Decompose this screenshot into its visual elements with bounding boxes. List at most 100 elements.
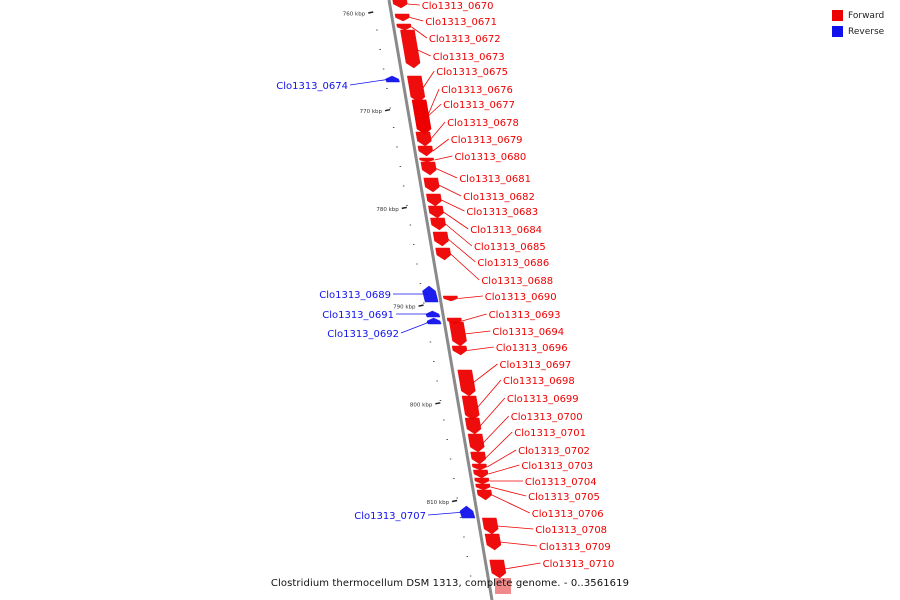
gene-glyph-clo1313-0708 <box>482 517 499 535</box>
gene-label[interactable]: Clo1313_0694 <box>492 327 564 338</box>
gene-label[interactable]: Clo1313_0676 <box>441 85 513 96</box>
gene-label[interactable]: Clo1313_0710 <box>543 559 615 570</box>
gene-label[interactable]: Clo1313_0693 <box>489 310 561 321</box>
gene-callout-line <box>485 431 513 459</box>
gene-callout-line <box>500 541 537 547</box>
gene-glyph-clo1313-0671 <box>394 13 410 22</box>
gene-callout-line <box>415 48 431 57</box>
gene-label[interactable]: Clo1313_0680 <box>454 152 526 163</box>
legend-item-forward: Forward <box>832 8 892 23</box>
gene-glyph-clo1313-0684 <box>428 205 444 219</box>
gene-label[interactable]: Clo1313_0700 <box>511 412 583 423</box>
gene-callout-line <box>450 253 480 281</box>
gene-callout-line <box>476 379 502 409</box>
legend: Forward Reverse <box>832 8 892 40</box>
gene-label[interactable]: Clo1313_0690 <box>485 292 557 303</box>
legend-label-forward: Forward <box>848 10 885 21</box>
gene-glyph-clo1313-0710 <box>489 559 507 579</box>
scale-tick-mark <box>435 402 441 405</box>
gene-label[interactable]: Clo1313_0699 <box>507 394 579 405</box>
gene-glyph-clo1313-0700 <box>467 433 485 453</box>
gene-glyph-clo1313-0701 <box>470 451 487 465</box>
gene-glyph-clo1313-0709 <box>484 533 502 551</box>
gene-callout-line <box>486 449 517 468</box>
gene-features <box>385 0 511 594</box>
gene-callout-line <box>426 103 442 118</box>
gene-label[interactable]: Clo1313_0677 <box>443 100 515 111</box>
gene-label[interactable]: Clo1313_0683 <box>466 207 538 218</box>
legend-label-reverse: Reverse <box>848 26 885 37</box>
scale-tick-label: 780 kbp <box>376 207 399 213</box>
gene-label[interactable]: Clo1313_0673 <box>433 52 505 63</box>
gene-label[interactable]: Clo1313_0697 <box>500 360 572 371</box>
gene-labels: Clo1313_0670 Clo1313_0671 Clo1313_0672 Clo1… <box>276 1 614 570</box>
gene-glyph-clo1313-0680 <box>419 157 435 163</box>
gene-label[interactable]: Clo1313_0686 <box>477 258 549 269</box>
gene-callout-line <box>430 121 446 140</box>
gene-glyph-clo1313-0678 <box>415 131 432 147</box>
gene-label[interactable]: Clo1313_0704 <box>525 477 597 488</box>
gene-label[interactable]: Clo1313_0688 <box>481 276 553 287</box>
gene-label[interactable]: Clo1313_0698 <box>503 376 575 387</box>
gene-label[interactable]: Clo1313_0671 <box>425 17 497 28</box>
gene-glyph-clo1313-0706 <box>476 489 493 501</box>
gene-glyph-clo1313-0675 <box>407 75 426 103</box>
gene-glyph-clo1313-0688 <box>435 247 452 261</box>
gene-label[interactable]: Clo1313_0706 <box>532 509 604 520</box>
gene-glyph-clo1313-0683 <box>426 193 442 207</box>
gene-label[interactable]: Clo1313_0691 <box>322 310 394 321</box>
gene-glyph-clo1313-0670 <box>392 0 408 9</box>
gene-label[interactable]: Clo1313_0678 <box>447 118 519 129</box>
gene-glyph-clo1313-0697 <box>457 369 476 397</box>
scale-tick-mark <box>401 206 407 210</box>
gene-callout-line <box>432 138 450 152</box>
gene-callout-line <box>467 346 494 351</box>
gene-label[interactable]: Clo1313_0707 <box>354 511 426 522</box>
gene-label[interactable]: Clo1313_0674 <box>276 81 348 92</box>
gene-glyph-clo1313-0691 <box>425 310 441 318</box>
gene-glyph-clo1313-0702 <box>471 463 487 471</box>
gene-label[interactable]: Clo1313_0702 <box>518 446 590 457</box>
gene-label[interactable]: Clo1313_0709 <box>539 542 611 553</box>
gene-callouts <box>349 3 541 570</box>
gene-callout-line <box>497 525 534 530</box>
gene-label[interactable]: Clo1313_0692 <box>327 329 399 340</box>
gene-callout-line <box>349 78 391 86</box>
gene-glyph-clo1313-0707 <box>459 505 476 519</box>
gene-glyph-clo1313-0672 <box>396 23 412 31</box>
gene-label[interactable]: Clo1313_0703 <box>521 461 593 472</box>
gene-label[interactable]: Clo1313_0689 <box>319 290 391 301</box>
gene-callout-line <box>491 494 530 514</box>
gene-label[interactable]: Clo1313_0682 <box>463 192 535 203</box>
gene-label[interactable]: Clo1313_0681 <box>459 174 531 185</box>
gene-label[interactable]: Clo1313_0701 <box>514 428 586 439</box>
scale-tick-mark <box>418 304 424 307</box>
gene-glyph-clo1313-0699 <box>464 417 482 435</box>
gene-label[interactable]: Clo1313_0672 <box>429 34 501 45</box>
scale-ticks: 760 kbp 770 kbp 780 kbp 790 kbp 800 kbp 810 k… <box>343 11 472 577</box>
gene-label[interactable]: Clo1313_0705 <box>528 492 600 503</box>
gene-label[interactable]: Clo1313_0679 <box>451 135 523 146</box>
gene-label[interactable]: Clo1313_0708 <box>535 525 607 536</box>
gene-glyph-clo1313-0704 <box>474 477 490 485</box>
gene-glyph-clo1313-0696 <box>451 345 468 356</box>
gene-callout-line <box>482 415 510 444</box>
gene-callout-line <box>464 330 491 335</box>
gene-label[interactable]: Clo1313_0670 <box>422 1 494 12</box>
gene-callout-line <box>479 397 506 427</box>
gene-glyph-clo1313-0692 <box>426 317 442 325</box>
gene-label[interactable]: Clo1313_0685 <box>474 242 546 253</box>
gene-glyph-partial <box>495 578 511 594</box>
gene-glyph-clo1313-0673 <box>400 29 421 69</box>
gene-callout-line <box>490 486 527 497</box>
gene-label[interactable]: Clo1313_0675 <box>436 67 508 78</box>
gene-glyph-clo1313-0685 <box>430 217 446 231</box>
gene-glyph-clo1313-0682 <box>423 177 440 193</box>
gene-callout-line <box>435 168 458 179</box>
gene-label[interactable]: Clo1313_0696 <box>496 343 568 354</box>
gene-callout-line <box>409 17 424 22</box>
gene-callout-line <box>447 238 476 263</box>
scale-tick-label: 770 kbp <box>360 109 383 115</box>
gene-label[interactable]: Clo1313_0684 <box>470 225 542 236</box>
gene-callout-line <box>427 511 465 516</box>
